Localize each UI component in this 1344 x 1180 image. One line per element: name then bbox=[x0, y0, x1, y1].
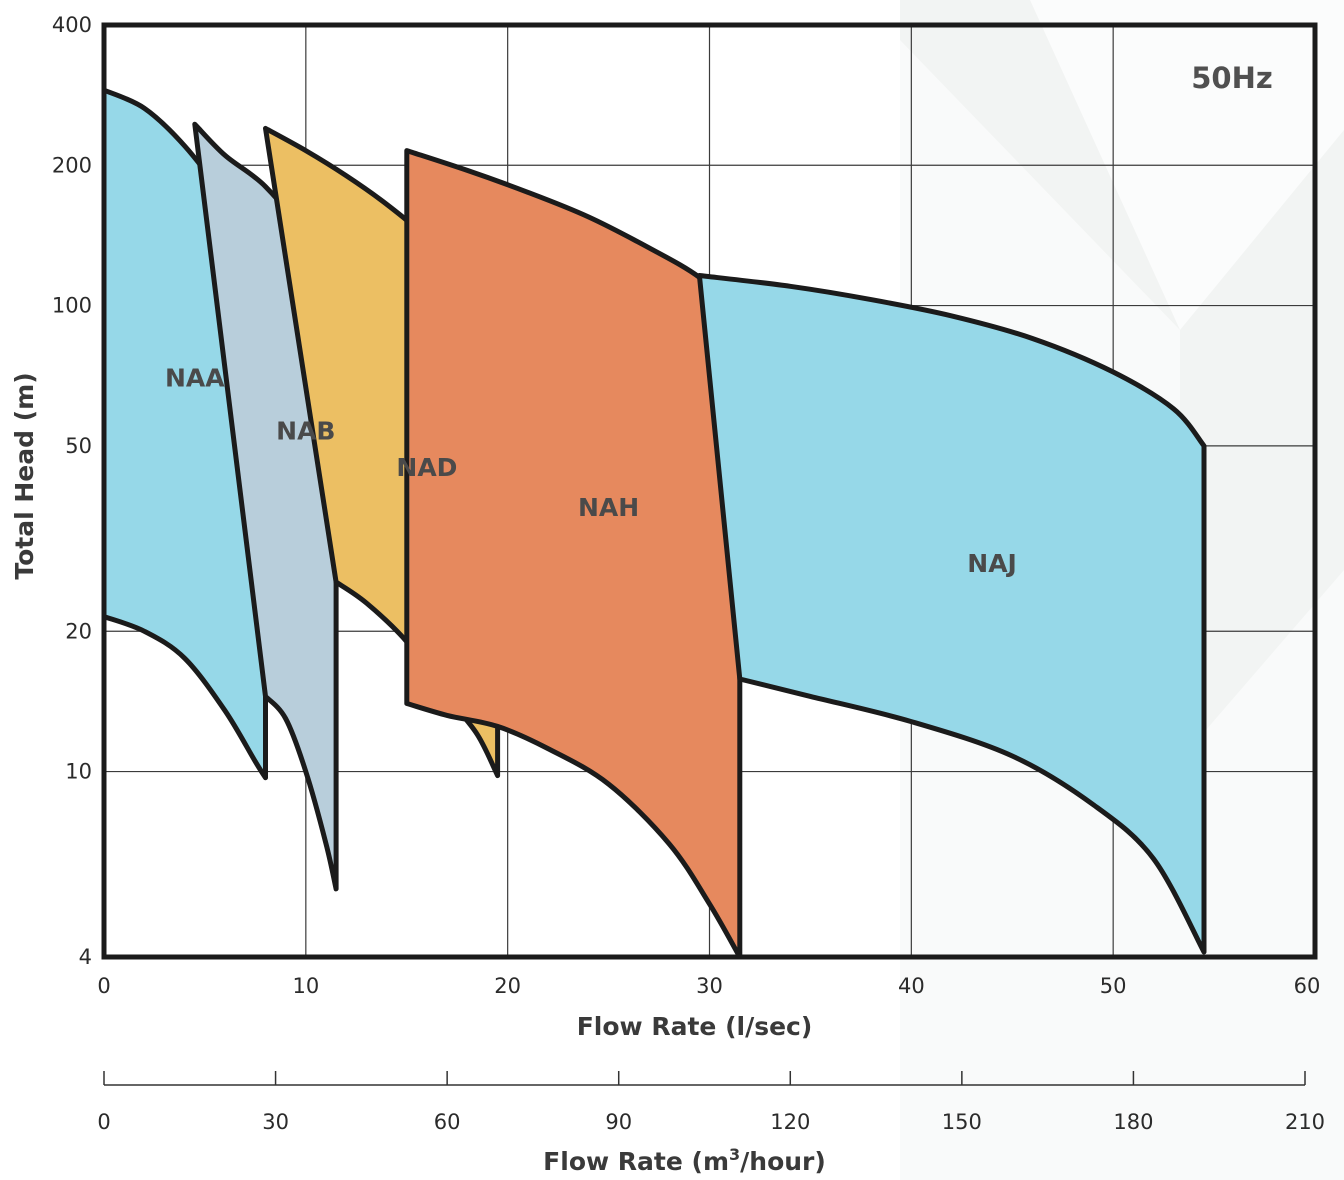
x-tick-label: 60 bbox=[1294, 974, 1321, 998]
y-tick-label: 10 bbox=[65, 760, 92, 784]
region-naj bbox=[696, 273, 1207, 955]
region-label-nah: NAH bbox=[578, 493, 639, 522]
secondary-axis-tick-label: 90 bbox=[605, 1110, 632, 1134]
secondary-axis-tick-label: 60 bbox=[434, 1110, 461, 1134]
x-axis-title: Flow Rate (l/sec) bbox=[577, 1012, 813, 1041]
y-tick-label: 50 bbox=[65, 434, 92, 458]
x-tick-label: 30 bbox=[696, 974, 723, 998]
region-label-naj: NAJ bbox=[967, 549, 1017, 578]
x-tick-label: 0 bbox=[97, 974, 110, 998]
y-tick-label: 100 bbox=[52, 294, 92, 318]
y-tick-label: 200 bbox=[52, 153, 92, 177]
region-label-naa: NAA bbox=[165, 364, 225, 393]
y-tick-label: 400 bbox=[52, 13, 92, 37]
secondary-x-axis-title: Flow Rate (m3/hour) bbox=[543, 1145, 826, 1176]
secondary-axis-tick-label: 120 bbox=[770, 1110, 810, 1134]
secondary-x-axis-title-prefix: Flow Rate (m bbox=[543, 1147, 729, 1176]
secondary-x-axis: 0 30 60 90 120 150 180 210 bbox=[97, 1071, 1325, 1134]
y-tick-label: 20 bbox=[65, 619, 92, 643]
secondary-axis-tick-label: 150 bbox=[942, 1110, 982, 1134]
y-axis-title: Total Head (m) bbox=[10, 372, 39, 579]
y-tick-labels: 400 200 100 50 20 10 4 bbox=[52, 13, 92, 969]
secondary-axis-tick-label: 180 bbox=[1113, 1110, 1153, 1134]
secondary-axis-tick-label: 0 bbox=[97, 1110, 110, 1134]
secondary-axis-tick-label: 210 bbox=[1285, 1110, 1325, 1134]
plot-frame bbox=[101, 22, 1318, 960]
frequency-label: 50Hz bbox=[1191, 61, 1273, 95]
secondary-x-axis-title-superscript: 3 bbox=[729, 1145, 740, 1164]
region-labels: NAA NAB NAD NAH NAJ bbox=[165, 364, 1017, 578]
x-tick-label: 20 bbox=[494, 974, 521, 998]
region-label-nad: NAD bbox=[396, 453, 457, 482]
secondary-axis-tick-label: 30 bbox=[262, 1110, 289, 1134]
x-tick-label: 50 bbox=[1100, 974, 1127, 998]
x-tick-label: 40 bbox=[898, 974, 925, 998]
x-tick-labels: 0 10 20 30 40 50 60 bbox=[97, 974, 1320, 998]
secondary-x-axis-title-suffix: /hour) bbox=[740, 1147, 826, 1176]
pump-regions bbox=[101, 87, 1207, 960]
region-label-nab: NAB bbox=[276, 416, 335, 445]
y-tick-label: 4 bbox=[79, 945, 92, 969]
region-nah bbox=[404, 148, 743, 960]
x-tick-label: 10 bbox=[292, 974, 319, 998]
